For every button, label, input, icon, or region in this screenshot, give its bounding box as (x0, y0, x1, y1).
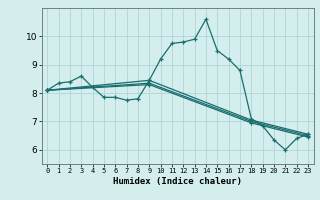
X-axis label: Humidex (Indice chaleur): Humidex (Indice chaleur) (113, 177, 242, 186)
